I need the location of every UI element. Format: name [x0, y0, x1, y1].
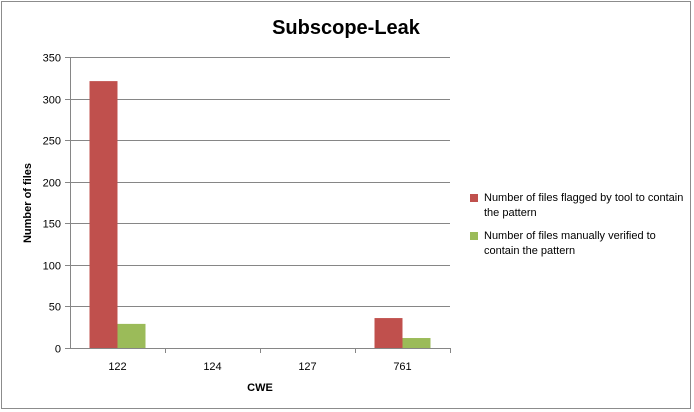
- legend-swatch-flagged: [470, 194, 478, 202]
- legend-item-flagged: Number of files flagged by tool to conta…: [470, 191, 685, 221]
- x-tick-label: 122: [108, 361, 126, 373]
- legend-label-flagged: Number of files flagged by tool to conta…: [484, 192, 684, 219]
- axes: [65, 57, 451, 353]
- chart-title: Subscope-Leak: [272, 17, 421, 39]
- bar-122-series-1: [117, 323, 146, 348]
- y-axis-label: Number of files: [22, 163, 34, 243]
- gridlines: [70, 57, 450, 307]
- bar-761-series-0: [374, 318, 403, 348]
- y-tick-label: 350: [43, 53, 61, 65]
- bar-761-series-1: [402, 338, 431, 348]
- tick-labels: 0 50 100 150 200 250 300 350 122 124 127 761: [43, 53, 412, 374]
- legend-swatch-verified: [470, 232, 478, 240]
- x-tick-label: 761: [393, 361, 411, 373]
- bars: [89, 81, 431, 349]
- y-tick-label: 200: [43, 178, 61, 190]
- legend-item-verified: Number of files manually verified to con…: [470, 229, 685, 259]
- y-tick-label: 300: [43, 95, 61, 107]
- y-tick-label: 100: [43, 261, 61, 273]
- bar-122-series-0: [89, 81, 118, 349]
- legend: Number of files flagged by tool to conta…: [470, 191, 685, 267]
- x-axis-label: CWE: [247, 382, 273, 394]
- y-tick-label: 0: [55, 344, 61, 356]
- x-tick-label: 127: [298, 361, 316, 373]
- y-tick-label: 150: [43, 219, 61, 231]
- x-tick-label: 124: [203, 361, 221, 373]
- y-tick-label: 50: [49, 302, 61, 314]
- legend-label-verified: Number of files manually verified to con…: [484, 230, 656, 257]
- y-tick-label: 250: [43, 136, 61, 148]
